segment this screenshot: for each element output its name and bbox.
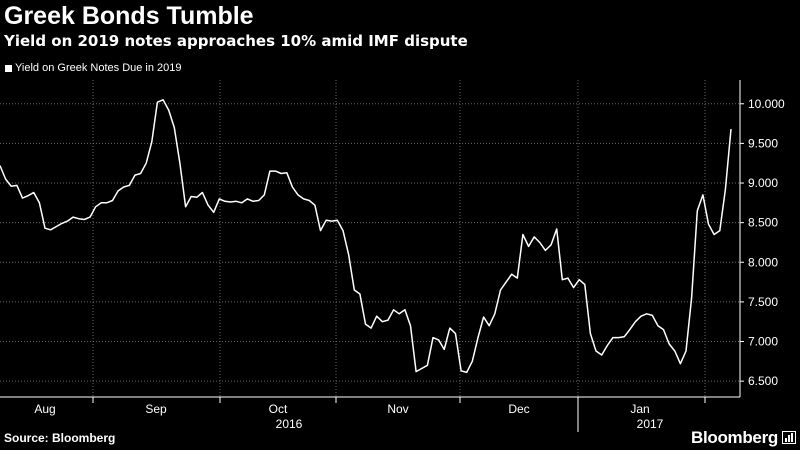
axes <box>0 80 744 432</box>
y-tick-label: 7.500 <box>748 295 778 309</box>
grid-lines <box>0 80 740 397</box>
brand-logo: Bloomberg <box>690 428 778 447</box>
source-note: Source: Bloomberg <box>4 431 116 445</box>
x-year-label: 2016 <box>276 417 303 431</box>
x-month-label: Dec <box>508 402 529 416</box>
x-month-label: Aug <box>34 402 55 416</box>
x-year-label: 2017 <box>637 417 664 431</box>
y-tick-label: 8.000 <box>748 255 778 269</box>
legend: Yield on Greek Notes Due in 2019 <box>5 62 182 74</box>
y-tick-label: 10.000 <box>748 97 785 111</box>
y-tick-label: 9.000 <box>748 176 778 190</box>
series-line <box>0 99 732 374</box>
y-tick-label: 8.500 <box>748 216 778 230</box>
x-month-label: Nov <box>387 402 408 416</box>
legend-swatch <box>5 64 12 72</box>
y-tick-label: 6.500 <box>748 374 778 388</box>
x-month-label: Jan <box>630 402 649 416</box>
tick-labels: 6.500 7.000 7.500 8.000 8.500 9.000 9.500 10.00… <box>34 97 785 431</box>
legend-label: Yield on Greek Notes Due in 2019 <box>15 62 182 74</box>
bar-chart-icon <box>782 431 796 444</box>
x-month-label: Oct <box>269 402 288 416</box>
x-month-label: Sep <box>145 402 167 416</box>
chart-subtitle: Yield on 2019 notes approaches 10% amid … <box>4 32 468 50</box>
series-layer <box>0 99 732 374</box>
y-tick-label: 9.500 <box>748 136 778 150</box>
chart-title: Greek Bonds Tumble <box>4 2 254 30</box>
y-tick-label: 7.000 <box>748 335 778 349</box>
